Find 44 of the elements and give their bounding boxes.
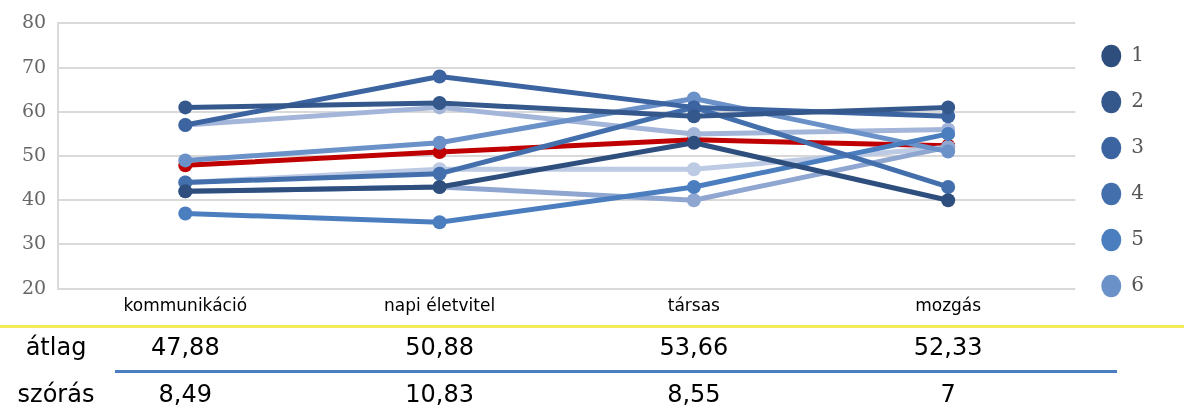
point bbox=[686, 162, 701, 177]
point bbox=[178, 153, 193, 168]
data-label: 53,66 bbox=[659, 333, 729, 361]
x-tick-label: kommunikáció bbox=[123, 295, 248, 316]
point bbox=[941, 144, 956, 159]
data-label: 47,88 bbox=[150, 333, 220, 361]
text: 10,83 bbox=[405, 380, 474, 408]
y-tick-label: 40 bbox=[21, 187, 47, 210]
legend-label: 1 bbox=[1131, 42, 1145, 67]
y-tick-label: 80 bbox=[21, 10, 47, 33]
point bbox=[432, 166, 447, 181]
legend-label: 2 bbox=[1131, 88, 1145, 113]
y-tick-label: 70 bbox=[21, 54, 47, 77]
point bbox=[178, 100, 193, 115]
point bbox=[432, 215, 447, 230]
x-tick-label: mozgás bbox=[915, 295, 982, 316]
y-tick-label: 60 bbox=[21, 98, 47, 121]
point bbox=[686, 193, 701, 208]
text: átlag bbox=[25, 333, 87, 361]
x-tick-label: napi életvitel bbox=[384, 295, 496, 316]
point bbox=[178, 206, 193, 221]
legend-label: 3 bbox=[1131, 134, 1145, 159]
text: 8,55 bbox=[667, 380, 721, 408]
legend-label: 5 bbox=[1131, 226, 1145, 251]
text: 8,49 bbox=[158, 380, 213, 408]
data-label: 50,88 bbox=[405, 333, 474, 361]
data-label: 52,33 bbox=[913, 333, 983, 361]
point bbox=[686, 179, 701, 194]
point bbox=[941, 126, 956, 141]
y-tick-label: 30 bbox=[21, 231, 47, 254]
point bbox=[941, 193, 956, 208]
point bbox=[941, 100, 956, 115]
y-tick-label: 20 bbox=[21, 275, 47, 298]
x-tick-label: társas bbox=[667, 295, 721, 316]
text: 7 bbox=[940, 380, 956, 408]
point bbox=[941, 179, 956, 194]
legend-label: 4 bbox=[1131, 180, 1145, 205]
point bbox=[432, 135, 447, 150]
point bbox=[686, 109, 701, 124]
y-tick-label: 50 bbox=[21, 142, 47, 165]
point bbox=[432, 95, 447, 110]
point bbox=[432, 69, 447, 84]
legend-label: 6 bbox=[1131, 272, 1145, 297]
text: szórás bbox=[17, 380, 95, 408]
